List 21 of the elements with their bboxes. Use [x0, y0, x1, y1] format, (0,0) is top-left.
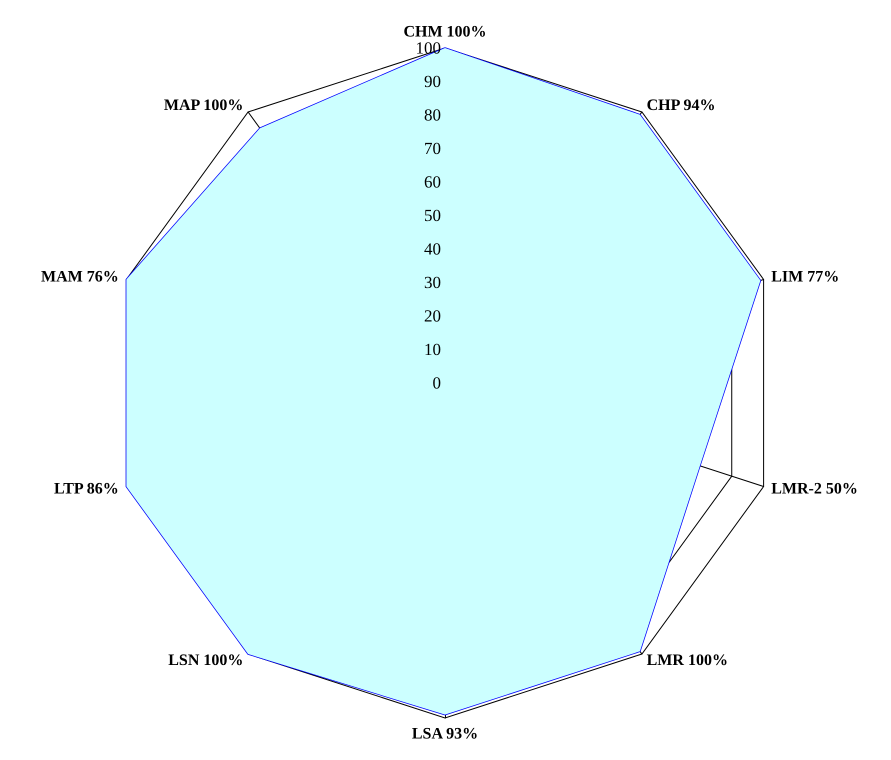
y-tick-label: 90: [424, 72, 441, 91]
y-tick-label: 80: [424, 106, 441, 124]
y-tick-label: 20: [424, 306, 441, 326]
spoke-label: MAP 100%: [164, 97, 244, 114]
spoke-label: CHM 100%: [403, 24, 487, 40]
spoke-label: CHP 94%: [646, 97, 716, 114]
y-tick-label: 50: [424, 206, 441, 225]
y-tick-label: 0: [432, 374, 441, 392]
spoke-label: LSA 93%: [412, 726, 478, 742]
y-tick-label: 100: [416, 38, 441, 58]
spoke-label: LTP 86%: [54, 480, 119, 498]
y-tick-label: 60: [424, 172, 441, 192]
spoke-label: LSN 100%: [168, 652, 244, 669]
y-tick-label: 30: [424, 273, 441, 292]
y-tick-label: 70: [424, 139, 441, 158]
spoke-label: LMR-2 50%: [771, 480, 858, 498]
spoke-label: LIM 77%: [771, 268, 840, 286]
spoke-label: LMR 100%: [646, 652, 728, 669]
y-tick-label: 10: [424, 340, 441, 359]
spoke-label: MAM 76%: [41, 268, 119, 286]
y-tick-label: 40: [424, 240, 441, 258]
